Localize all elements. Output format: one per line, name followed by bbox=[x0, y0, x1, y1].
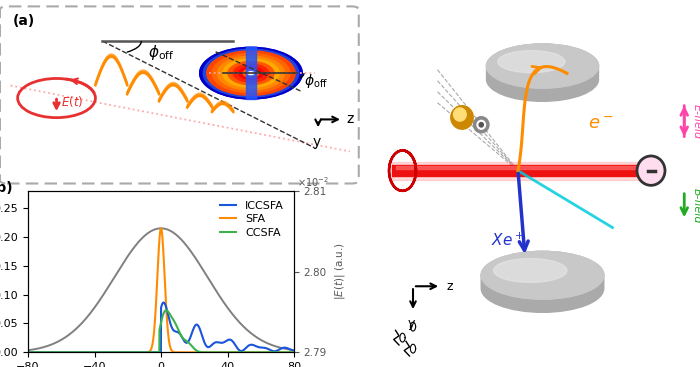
Circle shape bbox=[246, 71, 256, 75]
Ellipse shape bbox=[482, 258, 603, 306]
Ellipse shape bbox=[482, 265, 603, 312]
Ellipse shape bbox=[486, 54, 598, 98]
Text: z: z bbox=[346, 112, 354, 126]
Text: (a): (a) bbox=[13, 14, 34, 28]
Circle shape bbox=[223, 59, 279, 87]
Text: y: y bbox=[407, 317, 415, 330]
Ellipse shape bbox=[486, 44, 598, 88]
Circle shape bbox=[228, 62, 274, 85]
Text: z: z bbox=[447, 280, 453, 293]
Circle shape bbox=[243, 69, 259, 77]
Bar bbox=[246, 47, 256, 99]
Text: $e^-$: $e^-$ bbox=[588, 115, 614, 132]
Text: E-field: E-field bbox=[692, 103, 700, 139]
Circle shape bbox=[451, 106, 473, 129]
Ellipse shape bbox=[482, 251, 603, 299]
Circle shape bbox=[473, 117, 489, 133]
Ellipse shape bbox=[494, 258, 567, 283]
Ellipse shape bbox=[486, 57, 598, 101]
Legend: ICCSFA, SFA, CCSFA: ICCSFA, SFA, CCSFA bbox=[215, 196, 288, 242]
Text: $\phi_{\mathrm{off}}$: $\phi_{\mathrm{off}}$ bbox=[148, 43, 175, 62]
Circle shape bbox=[454, 108, 466, 121]
Text: $E(t)$: $E(t)$ bbox=[61, 94, 83, 109]
Circle shape bbox=[199, 47, 302, 99]
Circle shape bbox=[233, 64, 269, 82]
Circle shape bbox=[212, 54, 290, 93]
Circle shape bbox=[206, 51, 295, 95]
Circle shape bbox=[637, 156, 665, 185]
Text: $Xe^+$: $Xe^+$ bbox=[491, 232, 524, 249]
Circle shape bbox=[218, 56, 284, 90]
Ellipse shape bbox=[486, 51, 598, 95]
Circle shape bbox=[239, 67, 263, 79]
Text: $\phi_{\mathrm{off}}$: $\phi_{\mathrm{off}}$ bbox=[304, 72, 328, 90]
Y-axis label: $|E(t)|$ (a.u.): $|E(t)|$ (a.u.) bbox=[332, 243, 346, 301]
Text: y: y bbox=[312, 135, 321, 149]
Text: (b): (b) bbox=[0, 181, 13, 195]
Ellipse shape bbox=[482, 251, 603, 299]
Circle shape bbox=[199, 47, 302, 99]
Ellipse shape bbox=[498, 51, 565, 73]
Circle shape bbox=[203, 49, 299, 97]
Ellipse shape bbox=[486, 47, 598, 91]
Ellipse shape bbox=[482, 251, 603, 299]
Text: B-field: B-field bbox=[692, 188, 700, 223]
Circle shape bbox=[479, 123, 483, 127]
Ellipse shape bbox=[486, 44, 598, 88]
Circle shape bbox=[477, 120, 486, 129]
Ellipse shape bbox=[482, 255, 603, 302]
Ellipse shape bbox=[482, 261, 603, 309]
Circle shape bbox=[248, 72, 254, 75]
Text: $\times10^{-2}$: $\times10^{-2}$ bbox=[297, 175, 328, 189]
FancyBboxPatch shape bbox=[0, 6, 359, 184]
Ellipse shape bbox=[486, 44, 598, 88]
